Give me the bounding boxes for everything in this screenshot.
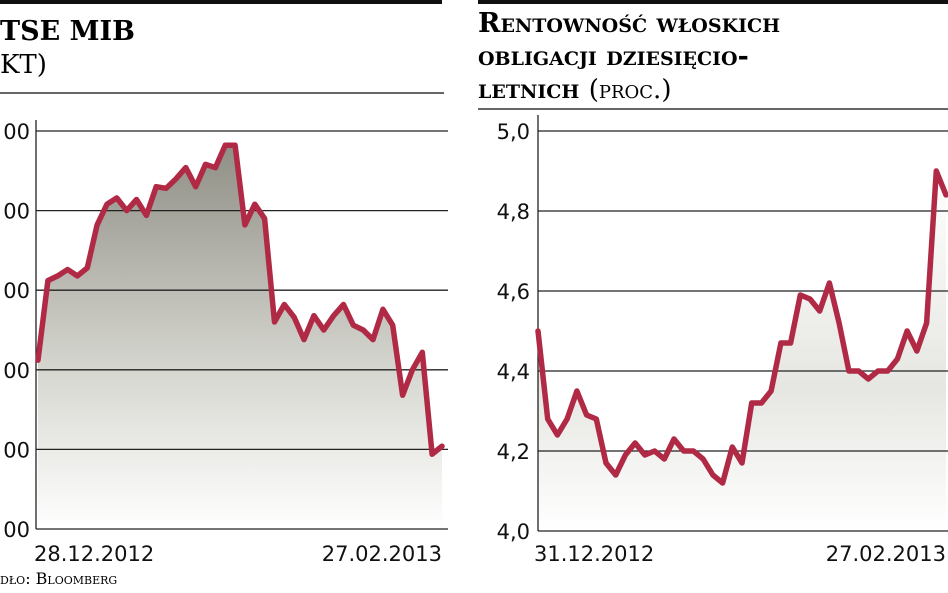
chart-subtitle: (proc.) [589, 75, 672, 105]
x-tick-label: 31.12.2012 [534, 542, 654, 566]
y-tick-label: 4,2 [497, 440, 530, 464]
y-tick-label: 4,8 [497, 200, 530, 224]
y-tick-label: 00 [3, 279, 30, 303]
chart-title: TSE MIB [0, 16, 135, 47]
x-tick-label: 27.02.2013 [826, 542, 946, 566]
line [35, 142, 445, 457]
x-tick-label: 27.02.2013 [322, 542, 442, 566]
area [538, 171, 946, 531]
source-note: dło: Bloomberg [0, 569, 117, 588]
chart-subtitle: KT) [0, 50, 47, 80]
chart-title: Rentowność włoskich [478, 8, 780, 39]
top-rule [478, 0, 948, 4]
y-tick-label: 4,6 [497, 280, 530, 304]
y-tick-label: 4,0 [497, 520, 530, 544]
area [38, 145, 442, 530]
y-tick-label: 00 [3, 200, 30, 224]
chart-title: obligacji dziesięcio- [478, 41, 749, 72]
y-tick-label: 4,4 [497, 360, 530, 384]
y-tick-label: 00 [3, 359, 30, 383]
y-tick-label: 00 [3, 518, 30, 542]
y-tick-label: 5,0 [497, 120, 530, 144]
top-rule [0, 0, 442, 4]
chart-title: letnich (proc.) [478, 74, 671, 105]
y-tick-label: 00 [3, 438, 30, 462]
line [535, 168, 948, 486]
x-tick-label: 28.12.2012 [34, 542, 154, 566]
y-tick-label: 00 [3, 120, 30, 144]
chart-title: letnich [478, 74, 579, 105]
